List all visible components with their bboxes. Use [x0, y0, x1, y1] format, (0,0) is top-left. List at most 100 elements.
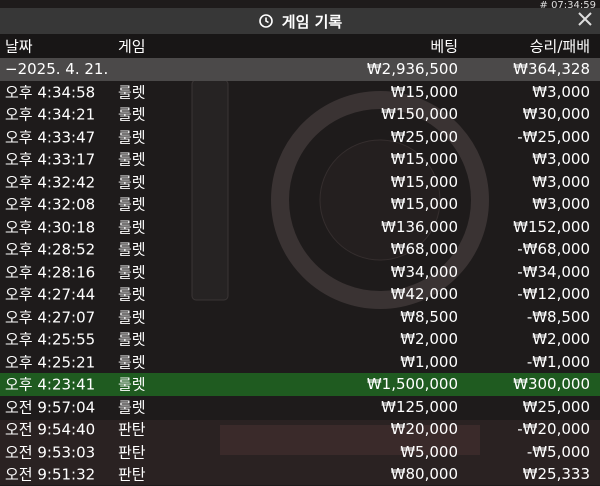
- history-row[interactable]: 오후 4:34:21 룰렛 ₩150,000 ₩30,000: [0, 103, 600, 126]
- time: 오후 4:32:42: [5, 173, 96, 192]
- history-row[interactable]: 오후 4:25:21 룰렛 ₩1,000 -₩1,000: [0, 351, 600, 374]
- game: 룰렛: [118, 375, 146, 394]
- history-row[interactable]: 오전 9:54:40 판탄 ₩20,000 -₩20,000: [0, 418, 600, 441]
- date-group-row[interactable]: −2025. 4. 21. ₩2,936,500 ₩364,328: [0, 58, 600, 81]
- time: 오후 4:25:55: [5, 330, 96, 349]
- result: -₩20,000: [517, 420, 590, 439]
- game: 룰렛: [118, 150, 146, 169]
- game: 룰렛: [118, 330, 146, 349]
- bet: ₩42,000: [390, 285, 458, 304]
- time: 오후 4:33:17: [5, 150, 96, 169]
- history-row[interactable]: 오후 4:33:17 룰렛 ₩15,000 ₩3,000: [0, 148, 600, 171]
- bet: ₩8,500: [400, 307, 458, 326]
- result: ₩3,000: [532, 195, 590, 214]
- time: 오전 9:53:03: [5, 443, 96, 462]
- date: −2025. 4. 21.: [5, 60, 109, 79]
- result: ₩30,000: [522, 105, 590, 124]
- result: ₩3,000: [532, 172, 590, 191]
- game: 룰렛: [118, 263, 146, 282]
- bet: ₩34,000: [390, 262, 458, 281]
- bet: ₩150,000: [381, 105, 458, 124]
- bet: ₩15,000: [390, 172, 458, 191]
- history-row[interactable]: 오후 4:32:42 룰렛 ₩15,000 ₩3,000: [0, 171, 600, 194]
- bet: ₩15,000: [390, 82, 458, 101]
- header: 게임 기록: [0, 8, 600, 34]
- bet: ₩1,500,000: [366, 375, 458, 394]
- time: 오후 4:32:08: [5, 195, 96, 214]
- history-row[interactable]: 오후 4:30:18 룰렛 ₩136,000 ₩152,000: [0, 216, 600, 239]
- column-header: 날짜 게임 베팅 승리/패배: [0, 34, 600, 58]
- result: -₩68,000: [517, 240, 590, 259]
- time: 오후 4:27:44: [5, 285, 96, 304]
- result: ₩3,000: [532, 150, 590, 169]
- result: ₩25,333: [522, 465, 590, 484]
- game: 룰렛: [118, 195, 146, 214]
- bet: ₩125,000: [381, 397, 458, 416]
- game: 룰렛: [118, 218, 146, 237]
- bet: ₩80,000: [390, 465, 458, 484]
- history-row[interactable]: 오전 9:57:04 룰렛 ₩125,000 ₩25,000: [0, 396, 600, 419]
- column-label: 게임: [118, 37, 146, 56]
- time: 오후 4:30:18: [5, 218, 96, 237]
- game: 룰렛: [118, 83, 146, 102]
- game: 판탄: [118, 420, 146, 439]
- status-time: # 07:34:59: [539, 0, 596, 11]
- game: 룰렛: [118, 105, 146, 124]
- bet: ₩68,000: [390, 240, 458, 259]
- game: 룰렛: [118, 240, 146, 259]
- time: 오전 9:57:04: [5, 398, 96, 417]
- result: ₩2,000: [532, 330, 590, 349]
- result: -₩34,000: [517, 262, 590, 281]
- history-row[interactable]: 오후 4:27:44 룰렛 ₩42,000 -₩12,000: [0, 283, 600, 306]
- result: -₩1,000: [526, 352, 590, 371]
- bet-total: ₩2,936,500: [366, 60, 458, 79]
- history-row[interactable]: 오후 4:23:41 룰렛 ₩1,500,000 ₩300,000: [0, 373, 600, 396]
- time: 오후 4:28:52: [5, 240, 96, 259]
- game: 룰렛: [118, 128, 146, 147]
- result: -₩5,000: [526, 442, 590, 461]
- result: -₩12,000: [517, 285, 590, 304]
- time: 오후 4:25:21: [5, 353, 96, 372]
- history-row[interactable]: 오후 4:28:52 룰렛 ₩68,000 -₩68,000: [0, 238, 600, 261]
- result: -₩25,000: [517, 127, 590, 146]
- bet: ₩2,000: [400, 330, 458, 349]
- history-row[interactable]: 오후 4:34:58 룰렛 ₩15,000 ₩3,000: [0, 81, 600, 104]
- bet: ₩1,000: [400, 352, 458, 371]
- time: 오후 4:34:58: [5, 83, 96, 102]
- time: 오후 4:34:21: [5, 105, 96, 124]
- history-row[interactable]: 오후 4:33:47 룰렛 ₩25,000 -₩25,000: [0, 126, 600, 149]
- game: 룰렛: [118, 353, 146, 372]
- history-row[interactable]: 오전 9:51:32 판탄 ₩80,000 ₩25,333: [0, 463, 600, 486]
- game: 룰렛: [118, 285, 146, 304]
- bet: ₩5,000: [400, 442, 458, 461]
- column-label: 날짜: [5, 37, 33, 56]
- game: 룰렛: [118, 173, 146, 192]
- history-row[interactable]: 오후 4:32:08 룰렛 ₩15,000 ₩3,000: [0, 193, 600, 216]
- time: 오전 9:51:32: [5, 465, 96, 484]
- result-total: ₩364,328: [513, 60, 590, 79]
- time: 오후 4:23:41: [5, 375, 96, 394]
- history-row[interactable]: 오전 9:53:03 판탄 ₩5,000 -₩5,000: [0, 441, 600, 464]
- history-row[interactable]: 오후 4:27:07 룰렛 ₩8,500 -₩8,500: [0, 306, 600, 329]
- bet: ₩136,000: [381, 217, 458, 236]
- bet: ₩15,000: [390, 150, 458, 169]
- game: 판탄: [118, 465, 146, 484]
- game: 판탄: [118, 443, 146, 462]
- column-label: 베팅: [430, 37, 458, 56]
- title: 게임 기록: [281, 12, 343, 31]
- bet: ₩15,000: [390, 195, 458, 214]
- history-row[interactable]: 오후 4:25:55 룰렛 ₩2,000 ₩2,000: [0, 328, 600, 351]
- bet: ₩25,000: [390, 127, 458, 146]
- result: ₩3,000: [532, 82, 590, 101]
- bet: ₩20,000: [390, 420, 458, 439]
- result: -₩8,500: [526, 307, 590, 326]
- result: ₩152,000: [513, 217, 590, 236]
- result: ₩300,000: [513, 375, 590, 394]
- time: 오후 4:27:07: [5, 308, 96, 327]
- time: 오후 4:33:47: [5, 128, 96, 147]
- game: 룰렛: [118, 398, 146, 417]
- history-row[interactable]: 오후 4:28:16 룰렛 ₩34,000 -₩34,000: [0, 261, 600, 284]
- close-button[interactable]: [576, 10, 594, 28]
